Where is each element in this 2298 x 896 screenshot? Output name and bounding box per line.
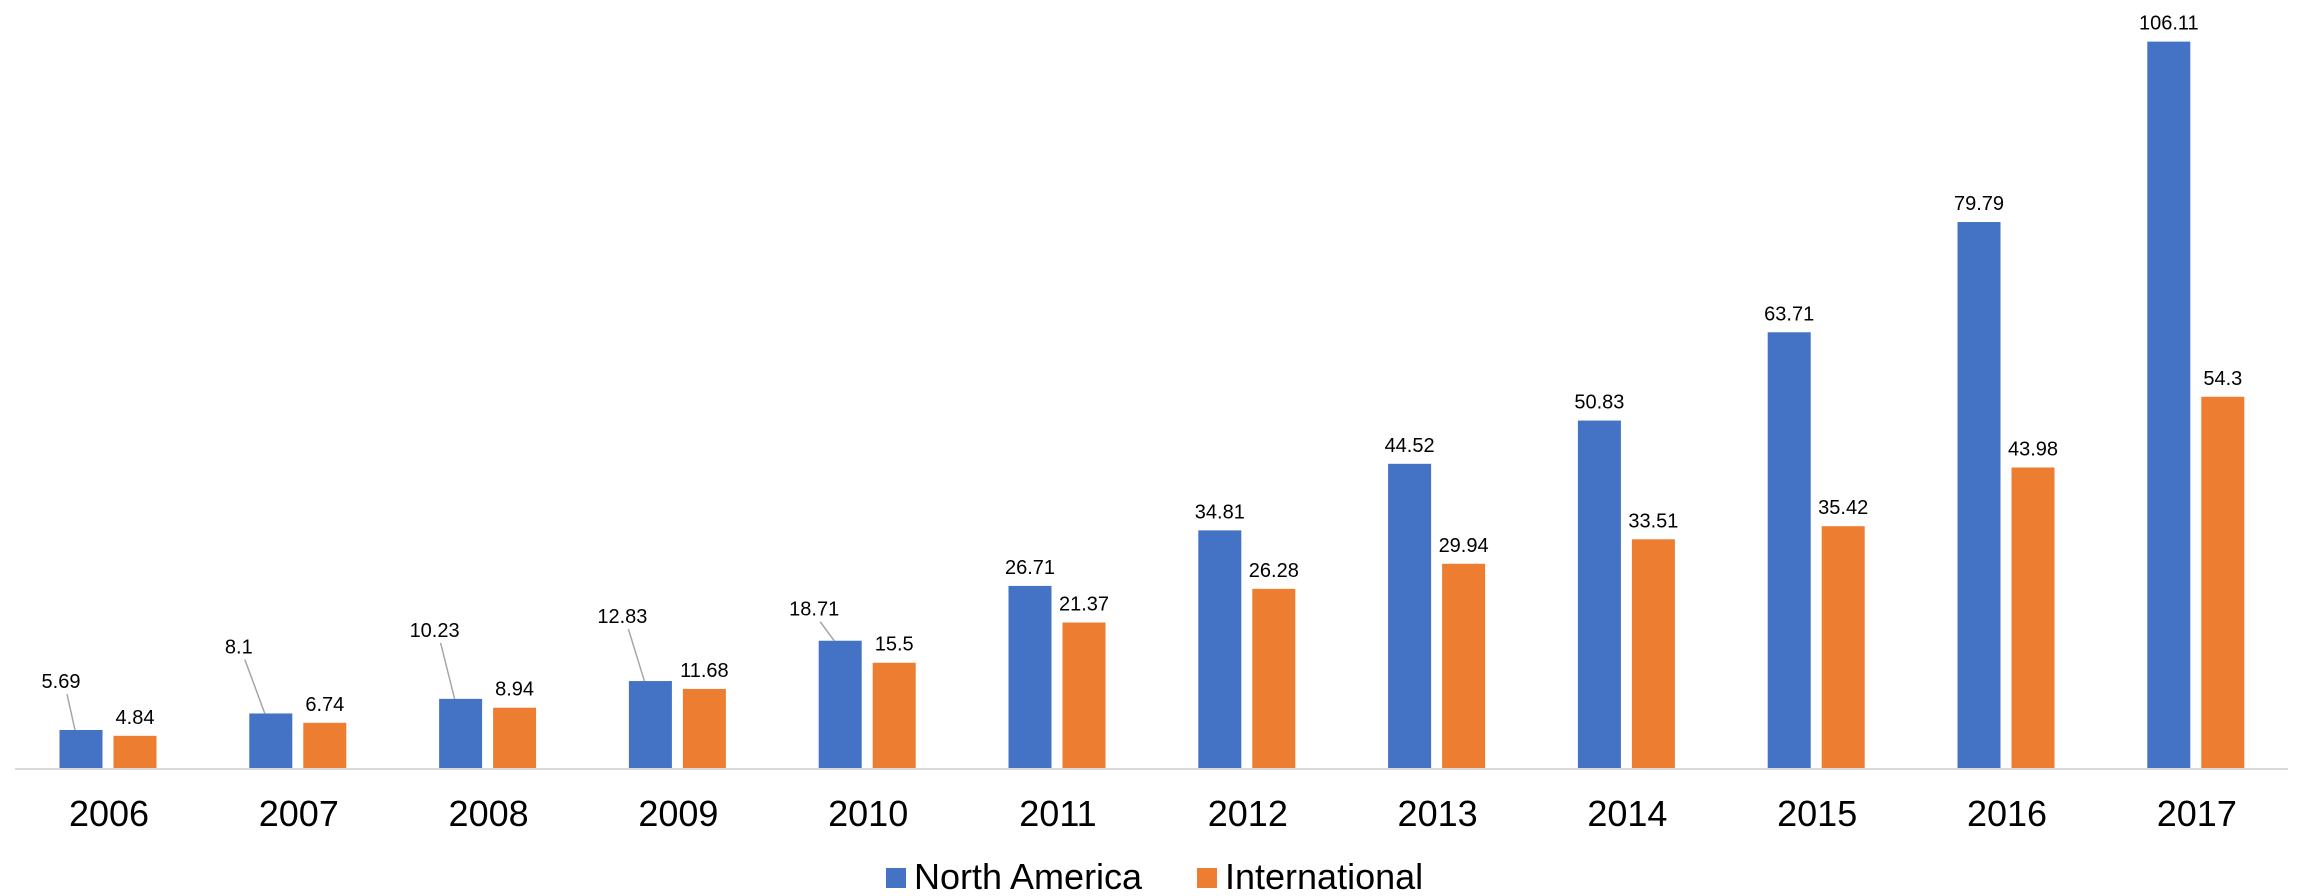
leader-line-north-america-2008 bbox=[439, 642, 456, 700]
x-tick-label-2014: 2014 bbox=[1587, 793, 1667, 834]
legend: North America International bbox=[886, 856, 1423, 896]
bar-international-2013 bbox=[1442, 563, 1486, 769]
x-tick-label-2008: 2008 bbox=[449, 793, 529, 834]
data-label-international-2012: 26.28 bbox=[1249, 560, 1299, 582]
bar-international-2008 bbox=[493, 707, 537, 769]
bar-international-2009 bbox=[682, 688, 726, 769]
data-label-north-america-2011: 26.71 bbox=[1005, 557, 1055, 579]
data-label-north-america-2014: 50.83 bbox=[1574, 392, 1624, 414]
bar-international-2012 bbox=[1252, 588, 1296, 769]
bar-international-2017 bbox=[2201, 396, 2245, 769]
data-label-international-2017: 54.3 bbox=[2203, 368, 2242, 390]
legend-label-international: International bbox=[1225, 856, 1423, 896]
data-label-north-america-2010: 18.71 bbox=[789, 599, 839, 621]
bar-international-2011 bbox=[1062, 622, 1106, 769]
x-tick-label-2009: 2009 bbox=[638, 793, 718, 834]
bar-international-2015 bbox=[1821, 526, 1865, 769]
data-label-north-america-2006: 5.69 bbox=[42, 671, 81, 693]
bar-north-america-2010 bbox=[818, 640, 862, 769]
data-label-north-america-2015: 63.71 bbox=[1764, 303, 1814, 325]
bar-international-2010 bbox=[872, 662, 916, 769]
x-tick-label-2006: 2006 bbox=[69, 793, 149, 834]
bar-north-america-2012 bbox=[1198, 530, 1242, 769]
x-tick-label-2013: 2013 bbox=[1398, 793, 1478, 834]
data-label-international-2010: 15.5 bbox=[875, 634, 914, 656]
x-tick-label-2007: 2007 bbox=[259, 793, 339, 834]
bar-north-america-2006 bbox=[59, 729, 103, 769]
data-label-international-2008: 8.94 bbox=[495, 679, 534, 701]
bar-international-2006 bbox=[113, 735, 157, 769]
bar-north-america-2008 bbox=[439, 698, 483, 769]
data-label-international-2013: 29.94 bbox=[1439, 535, 1489, 557]
x-tick-label-2015: 2015 bbox=[1777, 793, 1857, 834]
leader-line-north-america-2007 bbox=[244, 659, 266, 714]
bar-north-america-2013 bbox=[1388, 463, 1432, 769]
data-label-international-2016: 43.98 bbox=[2008, 439, 2058, 461]
bar-international-2016 bbox=[2011, 467, 2055, 769]
x-tick-label-2011: 2011 bbox=[1019, 793, 1096, 834]
data-labels-layer: 5.69 4.84 8.1 6.74 10.23 8.94 12.83 11.68 18.71 1… bbox=[42, 13, 2243, 729]
data-label-north-america-2008: 10.23 bbox=[410, 620, 460, 642]
bar-international-2007 bbox=[303, 722, 347, 769]
x-tick-labels-layer: 2006 2007 2008 2009 2010 2011 2012 2013 2014 2015… bbox=[69, 793, 2237, 834]
leader-line-north-america-2009 bbox=[627, 628, 646, 682]
leader-line-north-america-2010 bbox=[819, 621, 835, 642]
x-tick-label-2017: 2017 bbox=[2157, 793, 2237, 834]
bar-north-america-2007 bbox=[249, 713, 293, 769]
legend-swatch-international bbox=[1197, 868, 1217, 888]
bar-north-america-2017 bbox=[2147, 41, 2191, 769]
data-label-north-america-2009: 12.83 bbox=[597, 606, 647, 628]
leader-lines-layer bbox=[66, 621, 835, 731]
data-label-north-america-2012: 34.81 bbox=[1195, 501, 1245, 523]
x-tick-label-2016: 2016 bbox=[1967, 793, 2047, 834]
bar-north-america-2009 bbox=[628, 681, 672, 769]
data-label-north-america-2017: 106.11 bbox=[2139, 13, 2199, 35]
bar-north-america-2016 bbox=[1957, 222, 2001, 769]
data-label-north-america-2013: 44.52 bbox=[1385, 435, 1435, 457]
data-label-international-2014: 33.51 bbox=[1628, 510, 1678, 532]
x-tick-label-2010: 2010 bbox=[828, 793, 908, 834]
data-label-international-2015: 35.42 bbox=[1818, 497, 1868, 519]
data-label-international-2007: 6.74 bbox=[305, 694, 344, 716]
bar-international-2014 bbox=[1631, 539, 1675, 769]
legend-swatch-north-america bbox=[886, 868, 906, 888]
data-label-north-america-2016: 79.79 bbox=[1954, 193, 2004, 215]
x-tick-label-2012: 2012 bbox=[1208, 793, 1288, 834]
bars-layer bbox=[59, 41, 2245, 769]
data-label-north-america-2007: 8.1 bbox=[225, 636, 253, 658]
legend-label-north-america: North America bbox=[914, 856, 1143, 896]
bar-north-america-2015 bbox=[1767, 332, 1811, 769]
bar-north-america-2014 bbox=[1577, 420, 1621, 769]
data-label-international-2011: 21.37 bbox=[1059, 594, 1109, 616]
data-label-international-2009: 11.68 bbox=[680, 660, 729, 682]
bar-north-america-2011 bbox=[1008, 585, 1052, 769]
leader-line-north-america-2006 bbox=[66, 693, 76, 731]
data-label-international-2006: 4.84 bbox=[116, 707, 155, 729]
